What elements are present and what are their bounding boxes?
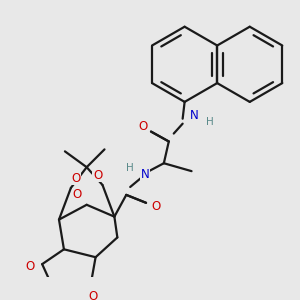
Text: H: H (126, 163, 134, 173)
Text: O: O (71, 172, 80, 184)
Text: O: O (26, 260, 35, 273)
Text: O: O (88, 290, 97, 300)
Text: N: N (141, 168, 149, 181)
Text: O: O (93, 169, 102, 182)
Text: N: N (190, 109, 199, 122)
Text: O: O (72, 188, 81, 201)
Text: H: H (206, 117, 214, 127)
Text: O: O (151, 200, 160, 213)
Text: O: O (138, 120, 148, 133)
